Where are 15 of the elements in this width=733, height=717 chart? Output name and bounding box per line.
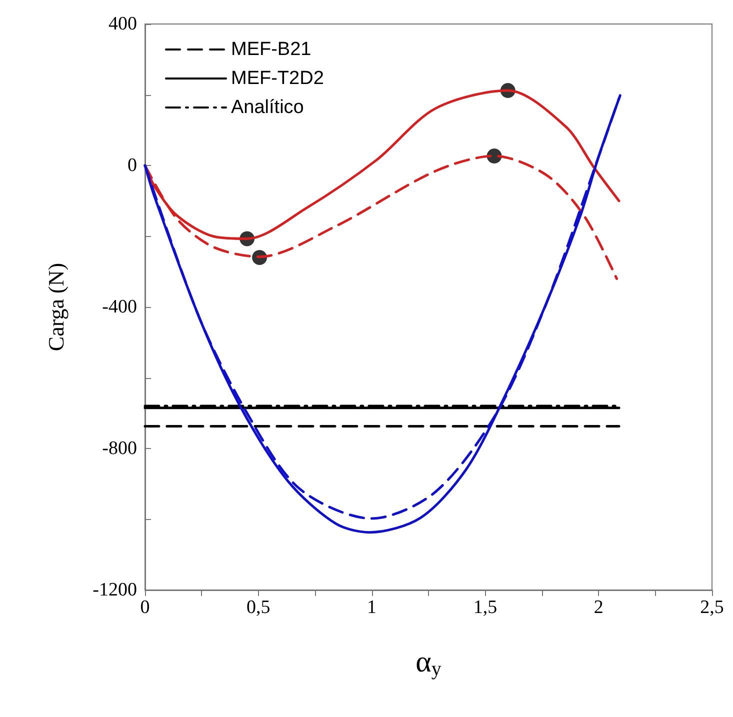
y-tick-label: 0 [128, 155, 137, 176]
legend-label: MEF-B21 [231, 39, 312, 60]
x-tick-label: 0,5 [246, 597, 270, 618]
x-tick-label: 2 [594, 597, 604, 618]
y-tick-label: -1200 [92, 580, 137, 600]
y-tick-label: -400 [102, 296, 137, 318]
x-tick-label: 2,5 [700, 597, 724, 618]
y-tick-label: 400 [108, 14, 137, 34]
x-tick-label: 1,5 [473, 597, 498, 618]
x-tick-label: 0 [140, 597, 150, 618]
y-tick-label: -800 [102, 438, 137, 459]
x-tick-label: 1 [367, 597, 377, 618]
y-axis-title: Carga (N) [44, 262, 68, 352]
legend-label: Analítico [231, 97, 304, 118]
legend-label: MEF-T2D2 [231, 68, 324, 89]
